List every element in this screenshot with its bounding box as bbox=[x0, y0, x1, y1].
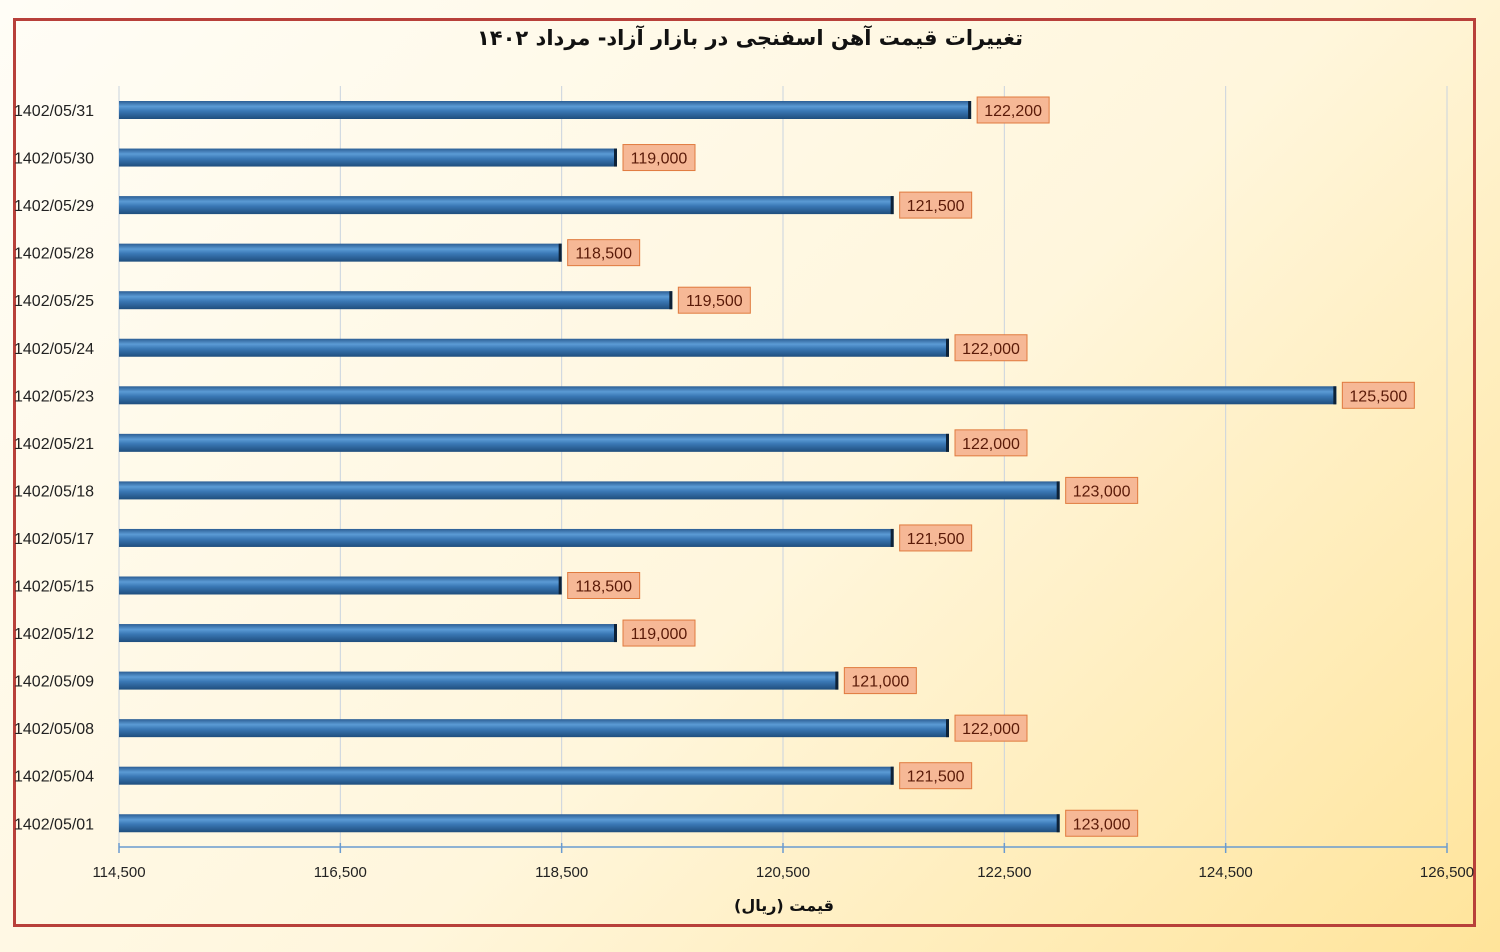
x-tick-label: 124,500 bbox=[1199, 864, 1253, 881]
bar-end-cap bbox=[558, 576, 562, 595]
data-label: 119,500 bbox=[686, 293, 743, 310]
bar-end-cap bbox=[946, 338, 949, 357]
data-label: 121,000 bbox=[851, 674, 909, 691]
data-label: 123,000 bbox=[1073, 483, 1131, 500]
data-label-box bbox=[954, 714, 1028, 742]
x-tick-label: 120,500 bbox=[756, 864, 810, 881]
bar bbox=[119, 576, 562, 595]
category-label: 1402/05/21 bbox=[14, 436, 94, 453]
data-label: 122,000 bbox=[962, 341, 1020, 358]
data-label: 119,000 bbox=[631, 626, 688, 643]
bar bbox=[119, 243, 562, 262]
data-label: 123,000 bbox=[1073, 816, 1131, 833]
category-label: 1402/05/08 bbox=[14, 721, 94, 738]
data-label-box bbox=[899, 524, 973, 552]
data-label-box bbox=[843, 667, 917, 695]
bar-end-cap bbox=[835, 671, 839, 690]
x-tick-label: 114,500 bbox=[92, 864, 145, 881]
category-label: 1402/05/17 bbox=[14, 531, 94, 548]
category-label: 1402/05/12 bbox=[14, 626, 94, 643]
bar bbox=[119, 624, 617, 643]
category-label: 1402/05/31 bbox=[14, 103, 94, 120]
x-tick-label: 118,500 bbox=[535, 864, 588, 881]
bar-end-cap bbox=[1056, 481, 1060, 500]
data-label-box bbox=[954, 334, 1028, 362]
chart-frame bbox=[13, 18, 1476, 927]
category-label: 1402/05/01 bbox=[14, 816, 94, 833]
bar-end-cap bbox=[968, 101, 972, 119]
bar-end-cap bbox=[890, 528, 894, 547]
data-label-box bbox=[899, 762, 973, 790]
bar-end-cap bbox=[1056, 814, 1060, 833]
bar bbox=[119, 338, 949, 357]
category-label: 1402/05/28 bbox=[14, 246, 94, 263]
bar-end-cap bbox=[1333, 386, 1337, 405]
data-label-box bbox=[622, 144, 696, 172]
data-label: 122,200 bbox=[984, 103, 1042, 120]
data-label-box bbox=[1065, 476, 1139, 504]
data-label-box bbox=[567, 572, 641, 599]
x-tick-label: 126,500 bbox=[1420, 864, 1474, 881]
data-label: 119,000 bbox=[631, 151, 688, 168]
bar bbox=[119, 386, 1337, 405]
bar bbox=[119, 101, 972, 119]
category-label: 1402/05/25 bbox=[14, 293, 94, 310]
data-label-box bbox=[954, 429, 1028, 457]
bar bbox=[119, 671, 839, 690]
bar bbox=[119, 766, 894, 785]
bar bbox=[119, 528, 894, 547]
bar-end-cap bbox=[946, 719, 949, 738]
x-tick-label: 122,500 bbox=[977, 864, 1031, 881]
bar-end-cap bbox=[614, 624, 617, 643]
data-label: 121,500 bbox=[907, 198, 965, 215]
data-label-box bbox=[677, 286, 751, 314]
chart-title: تغییرات قیمت آهن اسفنجی در بازار آزاد- م… bbox=[477, 25, 1023, 50]
bar bbox=[119, 196, 894, 215]
category-label: 1402/05/24 bbox=[14, 341, 94, 358]
bar bbox=[119, 291, 673, 310]
bar bbox=[119, 148, 617, 167]
data-label-box bbox=[567, 239, 641, 267]
data-label: 121,500 bbox=[907, 531, 965, 548]
bar bbox=[119, 719, 949, 738]
category-label: 1402/05/29 bbox=[14, 198, 94, 215]
data-label: 125,500 bbox=[1349, 388, 1407, 405]
bar-end-cap bbox=[890, 196, 894, 215]
data-label-box bbox=[976, 96, 1050, 124]
data-label: 122,000 bbox=[962, 721, 1020, 738]
category-label: 1402/05/30 bbox=[14, 151, 94, 168]
category-label: 1402/05/15 bbox=[14, 579, 94, 596]
category-label: 1402/05/23 bbox=[14, 388, 94, 405]
data-label: 118,500 bbox=[575, 246, 632, 263]
bar-end-cap bbox=[614, 148, 617, 167]
x-tick-label: 116,500 bbox=[314, 864, 367, 881]
category-label: 1402/05/18 bbox=[14, 483, 94, 500]
category-label: 1402/05/04 bbox=[14, 769, 94, 786]
data-label: 121,500 bbox=[907, 769, 965, 786]
data-label-box bbox=[1065, 809, 1139, 837]
bar-end-cap bbox=[946, 433, 949, 452]
bar-end-cap bbox=[558, 243, 562, 262]
data-label-box bbox=[899, 191, 973, 219]
x-axis-label: قیمت (ریال) bbox=[734, 896, 834, 915]
data-label-box bbox=[1341, 381, 1415, 409]
category-label: 1402/05/09 bbox=[14, 674, 94, 691]
bar-end-cap bbox=[890, 766, 894, 785]
data-label: 118,500 bbox=[575, 579, 632, 596]
data-label-box bbox=[622, 619, 696, 647]
bar-end-cap bbox=[669, 291, 673, 310]
bar bbox=[119, 433, 949, 452]
data-label: 122,000 bbox=[962, 436, 1020, 453]
bar bbox=[119, 814, 1060, 833]
bar bbox=[119, 481, 1060, 500]
